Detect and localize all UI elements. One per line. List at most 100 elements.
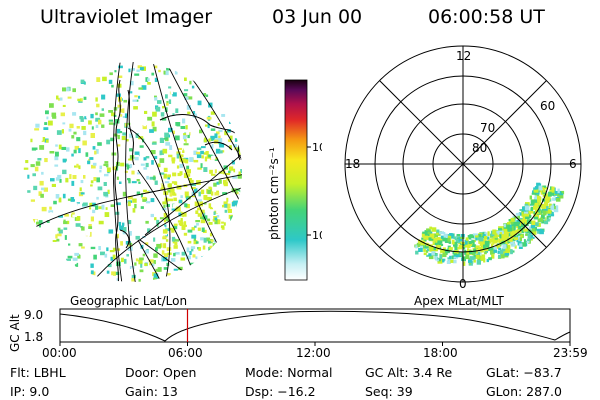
apex-caption: Apex MLat/MLT <box>414 294 504 308</box>
geo-emission-pixel <box>49 206 52 210</box>
geo-emission-pixel <box>221 150 225 153</box>
polar-emission-pixel <box>476 236 480 241</box>
geo-emission-pixel <box>198 247 201 251</box>
geo-emission-pixel <box>89 231 92 237</box>
geo-emission-pixel <box>127 164 131 169</box>
geo-emission-pixel <box>151 68 157 71</box>
geo-emission-pixel <box>93 177 97 182</box>
geo-emission-pixel <box>56 233 62 237</box>
geo-emission-pixel <box>71 153 74 157</box>
geo-emission-pixel <box>115 89 119 95</box>
polar-emission-pixel <box>469 250 473 254</box>
geo-emission-pixel <box>128 231 132 236</box>
polar-emission-pixel <box>502 238 508 241</box>
geo-emission-pixel <box>140 163 145 166</box>
geo-emission-pixel <box>103 166 106 172</box>
polar-emission-pixel <box>519 243 523 247</box>
geo-emission-pixel <box>54 155 59 161</box>
geo-emission-pixel <box>170 188 175 192</box>
polar-emission-pixel <box>505 248 510 253</box>
geo-emission-pixel <box>140 151 145 157</box>
polar-emission-pixel <box>537 199 542 203</box>
polar-emission-pixel <box>546 206 549 210</box>
polar-emission-pixel <box>465 254 470 260</box>
geo-emission-pixel <box>160 77 163 82</box>
polar-emission-pixel <box>480 242 485 245</box>
polar-emission-pixel <box>520 234 523 238</box>
geo-emission-pixel <box>172 240 175 244</box>
polar-emission-pixel <box>522 206 526 211</box>
geo-emission-pixel <box>162 106 165 109</box>
geo-emission-pixel <box>202 212 206 217</box>
geo-emission-pixel <box>221 226 225 230</box>
geo-emission-pixel <box>156 219 160 225</box>
polar-emission-pixel <box>428 254 434 260</box>
polar-emission-pixel <box>534 195 537 199</box>
geographic-image <box>23 62 242 282</box>
polar-emission-pixel <box>426 250 429 253</box>
geo-emission-pixel <box>116 161 120 167</box>
geo-emission-pixel <box>210 128 216 131</box>
geo-emission-pixel <box>167 189 172 193</box>
geo-emission-pixel <box>88 224 92 227</box>
geo-emission-pixel <box>101 108 104 111</box>
polar-emission-pixel <box>418 241 421 244</box>
polar-emission-pixel <box>469 256 475 260</box>
geo-emission-pixel <box>191 186 196 190</box>
geo-emission-pixel <box>221 221 224 224</box>
geo-emission-pixel <box>139 67 144 71</box>
polar-emission-pixel <box>475 234 479 238</box>
geo-emission-pixel <box>88 120 92 125</box>
polar-emission-pixel <box>531 229 536 232</box>
geo-emission-pixel <box>55 234 58 239</box>
geo-emission-pixel <box>31 147 37 151</box>
geo-emission-pixel <box>159 172 165 175</box>
geo-emission-pixel <box>120 186 124 192</box>
polar-emission-pixel <box>484 232 488 237</box>
geo-emission-pixel <box>231 215 237 219</box>
geo-emission-pixel <box>157 267 162 272</box>
geo-emission-pixel <box>58 144 62 150</box>
geo-emission-pixel <box>108 119 113 122</box>
polar-emission-pixel <box>493 247 497 252</box>
polar-emission-pixel <box>478 246 482 251</box>
geo-emission-pixel <box>104 253 108 258</box>
geo-emission-pixel <box>25 160 29 164</box>
geo-emission-pixel <box>170 136 173 139</box>
geo-emission-pixel <box>74 165 77 168</box>
polar-emission-pixel <box>470 238 473 241</box>
polar-emission-pixel <box>426 249 430 252</box>
geo-emission-pixel <box>75 223 81 227</box>
geo-emission-pixel <box>60 112 65 117</box>
polar-emission-pixel <box>537 228 541 234</box>
geo-emission-pixel <box>72 257 78 261</box>
geo-emission-pixel <box>208 222 213 225</box>
geo-emission-pixel <box>154 240 159 244</box>
geo-emission-pixel <box>80 180 84 184</box>
polar-emission-pixel <box>476 251 481 257</box>
polar-emission-pixel <box>459 246 464 249</box>
geo-emission-pixel <box>143 157 147 161</box>
timeline-xtick-0000: 00:00 <box>42 346 77 360</box>
geo-emission-pixel <box>181 202 187 205</box>
geo-emission-pixel <box>214 169 217 174</box>
polar-emission-pixel <box>530 200 536 205</box>
polar-emission-pixel <box>482 234 486 237</box>
geo-emission-pixel <box>90 246 96 250</box>
geo-emission-pixel <box>72 214 77 218</box>
geo-emission-pixel <box>124 258 127 264</box>
time-label: 06:00:58 UT <box>428 6 545 28</box>
geo-emission-pixel <box>161 184 165 189</box>
geo-emission-pixel <box>216 208 220 214</box>
polar-emission-pixel <box>474 253 479 256</box>
geo-emission-pixel <box>104 173 109 177</box>
polar-emission-pixel <box>436 229 440 233</box>
geo-emission-pixel <box>35 123 40 128</box>
glon-label: GLon: 287.0 <box>486 384 562 399</box>
geo-emission-pixel <box>136 191 141 195</box>
geo-emission-pixel <box>173 245 178 249</box>
polar-emission-pixel <box>428 246 434 250</box>
geo-emission-pixel <box>237 147 241 152</box>
geo-emission-pixel <box>170 90 173 94</box>
geo-emission-pixel <box>220 225 225 228</box>
